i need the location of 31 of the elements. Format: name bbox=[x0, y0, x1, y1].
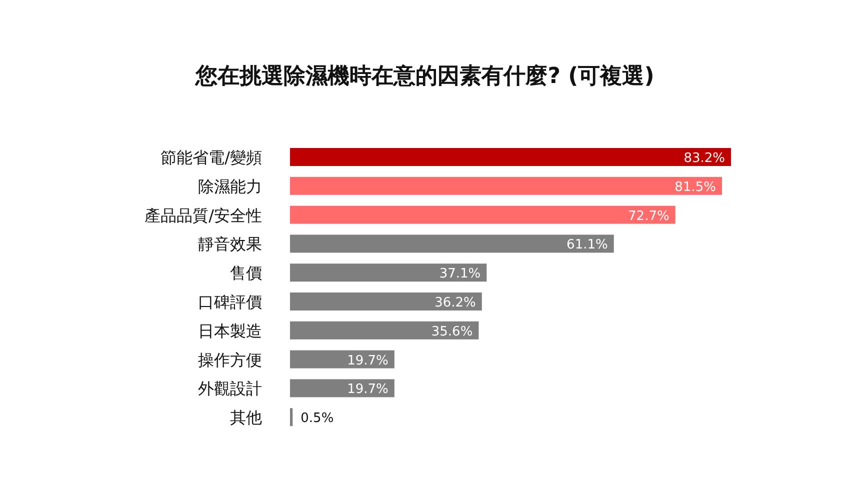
y-tick-label: 除濕能力 bbox=[198, 176, 262, 196]
y-tick-label: 節能省電/變頻 bbox=[160, 148, 262, 167]
bar bbox=[290, 292, 482, 310]
data-label: 61.1% bbox=[566, 238, 608, 253]
y-tick-label: 日本製造 bbox=[198, 321, 262, 340]
data-label: 0.5% bbox=[300, 411, 334, 426]
bar bbox=[290, 234, 614, 253]
bar bbox=[290, 176, 722, 195]
y-tick-label: 外觀設計 bbox=[198, 379, 262, 398]
bar bbox=[290, 408, 293, 426]
data-label: 19.7% bbox=[347, 353, 388, 368]
data-label: 19.7% bbox=[347, 382, 388, 398]
data-label: 35.6% bbox=[431, 324, 473, 340]
y-tick-label: 售價 bbox=[230, 264, 262, 283]
data-label: 37.1% bbox=[439, 266, 481, 282]
bar bbox=[290, 350, 394, 368]
y-tick-label: 靜音效果 bbox=[198, 234, 262, 254]
bar bbox=[290, 321, 479, 340]
y-tick-label: 口碑評價 bbox=[198, 292, 262, 312]
chart-title: 您在挑選除濕機時在意的因素有什麼? (可複選) bbox=[194, 64, 654, 89]
data-label: 72.7% bbox=[628, 208, 670, 224]
data-label: 36.2% bbox=[434, 296, 476, 310]
y-tick-label: 操作方便 bbox=[198, 350, 262, 370]
bar bbox=[290, 148, 731, 166]
bar bbox=[290, 264, 487, 282]
y-tick-label: 產品品質/安全性 bbox=[144, 206, 262, 225]
bar bbox=[290, 379, 394, 398]
data-label: 83.2% bbox=[684, 151, 725, 166]
y-tick-label: 其他 bbox=[230, 408, 262, 428]
data-label: 81.5% bbox=[674, 180, 716, 195]
bar bbox=[290, 206, 676, 224]
